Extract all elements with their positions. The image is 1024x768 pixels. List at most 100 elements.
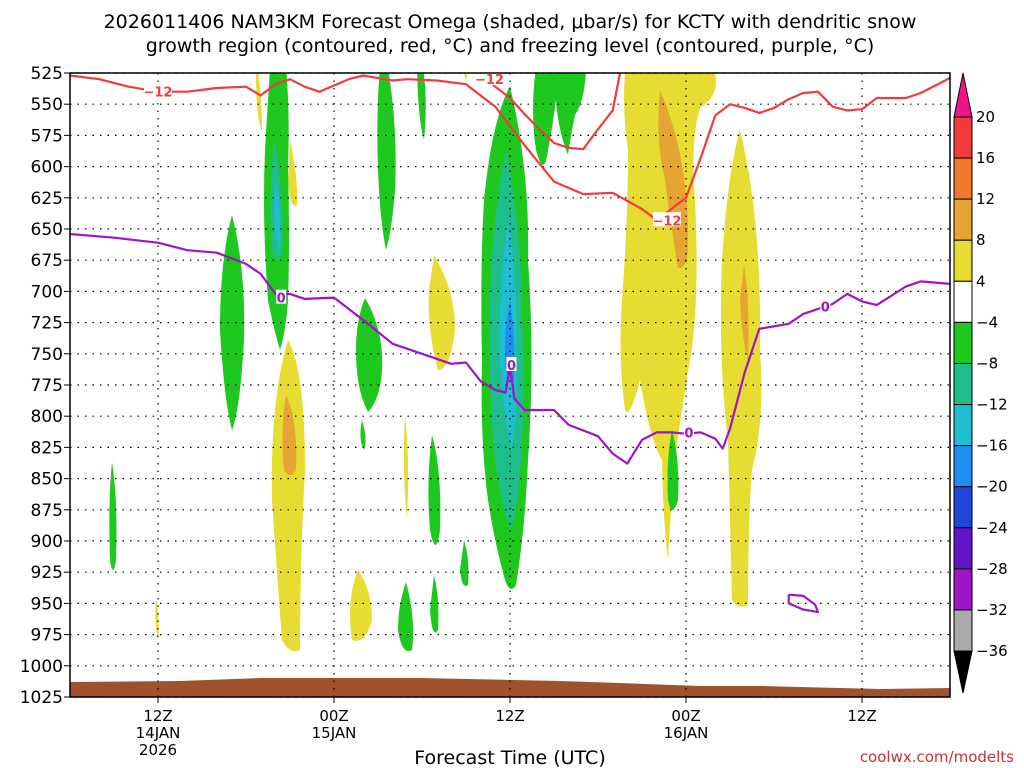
omega-descent-region [403, 415, 409, 520]
colorbar-label: −12 [976, 396, 1008, 414]
contour-label-bg [506, 357, 517, 372]
colorbar-band [953, 280, 973, 323]
omega-ascent-core [274, 180, 281, 250]
omega-descent-region [155, 600, 159, 640]
omega-descent-region [428, 255, 455, 370]
colorbar: 20 16 12 8 4 −4 −8 −12 −16 −20 −24 −28 −32 −36 [953, 72, 1008, 694]
colorbar-band [953, 568, 973, 611]
colorbar-label: −16 [976, 437, 1008, 455]
x-tick-label: 12Z [143, 707, 172, 725]
omega-ascent-region [533, 73, 586, 165]
contour-label: −12 [144, 86, 173, 101]
omega-descent-region [620, 73, 716, 560]
omega-descent-region [288, 140, 298, 206]
omega-ascent-region [356, 298, 383, 412]
contour-label-bg [475, 71, 504, 86]
y-tick-label: 1025 [20, 688, 63, 708]
contour-label: 0 [821, 300, 830, 315]
chart-title-line1: 2026011406 NAM3KM Forecast Omega (shaded… [104, 11, 917, 33]
y-tick-label: 925 [31, 563, 63, 583]
contour-label: 0 [277, 292, 286, 307]
colorbar-band [953, 116, 973, 159]
chart-title-line2: growth region (contoured, red, °C) and f… [146, 35, 875, 57]
contour-label-bg [144, 83, 172, 98]
colorbar-band [953, 362, 973, 406]
y-tick-label: 775 [31, 376, 63, 396]
omega-descent-region [720, 130, 762, 607]
contour-label-bg [652, 212, 681, 227]
x-tick-label: 12Z [847, 707, 876, 725]
y-tick-label: 825 [31, 438, 63, 458]
y-tick-label: 700 [31, 282, 63, 302]
colorbar-label: −20 [976, 478, 1008, 496]
x-tick-label: 12Z [495, 707, 524, 725]
y-tick-label: 850 [31, 470, 63, 490]
colorbar-band [953, 445, 973, 488]
omega-shading [70, 73, 950, 697]
omega-descent-core [740, 265, 749, 360]
contour-label: 0 [684, 426, 693, 441]
omega-ascent-region [398, 582, 414, 652]
colorbar-band [953, 239, 973, 282]
colorbar-label: −8 [976, 354, 998, 372]
colorbar-band [953, 198, 973, 241]
y-tick-label: 600 [31, 158, 63, 178]
contour-labels: −12 −12 −12 0 0 0 0 [144, 71, 831, 441]
contour-line [70, 74, 950, 222]
y-tick-label: 650 [31, 220, 63, 240]
y-tick-label: 575 [31, 126, 63, 146]
x-tick-label: 14JAN [136, 724, 181, 742]
colorbar-label: −4 [976, 313, 998, 331]
colorbar-band [953, 157, 973, 200]
y-tick-label: 900 [31, 532, 63, 552]
omega-ascent-region [428, 435, 441, 545]
omega-ascent-region [460, 540, 469, 586]
omega-descent-core [282, 395, 297, 475]
x-tick-label: 00Z [319, 707, 348, 725]
colorbar-label: 20 [976, 108, 995, 126]
y-tick-label: 675 [31, 251, 63, 271]
y-tick-label: 975 [31, 626, 63, 646]
colorbar-label: 4 [976, 272, 986, 290]
contour-label: −12 [652, 214, 681, 229]
y-tick-label: 550 [31, 95, 63, 115]
colorbar-label: 12 [976, 190, 995, 208]
x-tick-label: 16JAN [664, 724, 709, 742]
omega-ascent-region [377, 73, 396, 250]
x-tick-label: 2026 [139, 741, 177, 759]
omega-descent-region [350, 570, 372, 641]
colorbar-band [953, 609, 973, 652]
colorbar-label: 16 [976, 149, 995, 167]
y-tick-label: 800 [31, 407, 63, 427]
y-tick-label: 725 [31, 314, 63, 334]
contour-label: 0 [507, 359, 516, 374]
y-tick-label: 950 [31, 594, 63, 614]
y-tick-label: 1000 [20, 657, 63, 677]
credit-text: coolwx.com/modelts [860, 748, 1014, 766]
contour-line [787, 593, 820, 614]
ground-surface [70, 678, 950, 697]
colorbar-band [953, 404, 973, 447]
colorbar-label: −36 [976, 642, 1008, 660]
contour-label-bg [820, 298, 831, 313]
pressure-axis-labels: 525 550 575 600 625 650 675 700 725 750 775 800 825 8… [20, 64, 63, 708]
omega-ascent-region [109, 462, 117, 570]
y-tick-label: 625 [31, 189, 63, 209]
omega-descent-region [271, 340, 305, 652]
omega-ascent-region [417, 73, 426, 140]
colorbar-band [953, 527, 973, 570]
omega-ascent-region [430, 575, 439, 633]
y-tick-label: 525 [31, 64, 63, 84]
contour-label-bg [276, 289, 287, 304]
omega-ascent-region [360, 420, 366, 450]
contour-label-bg [683, 424, 694, 439]
omega-ascent-region [220, 215, 245, 430]
x-axis-title: Forecast Time (UTC) [414, 747, 605, 768]
colorbar-bottom-arrow [953, 650, 973, 694]
colorbar-label: −28 [976, 560, 1008, 578]
grid-lines [64, 72, 950, 703]
contour-label: −12 [475, 73, 504, 88]
x-tick-label: 15JAN [312, 724, 357, 742]
